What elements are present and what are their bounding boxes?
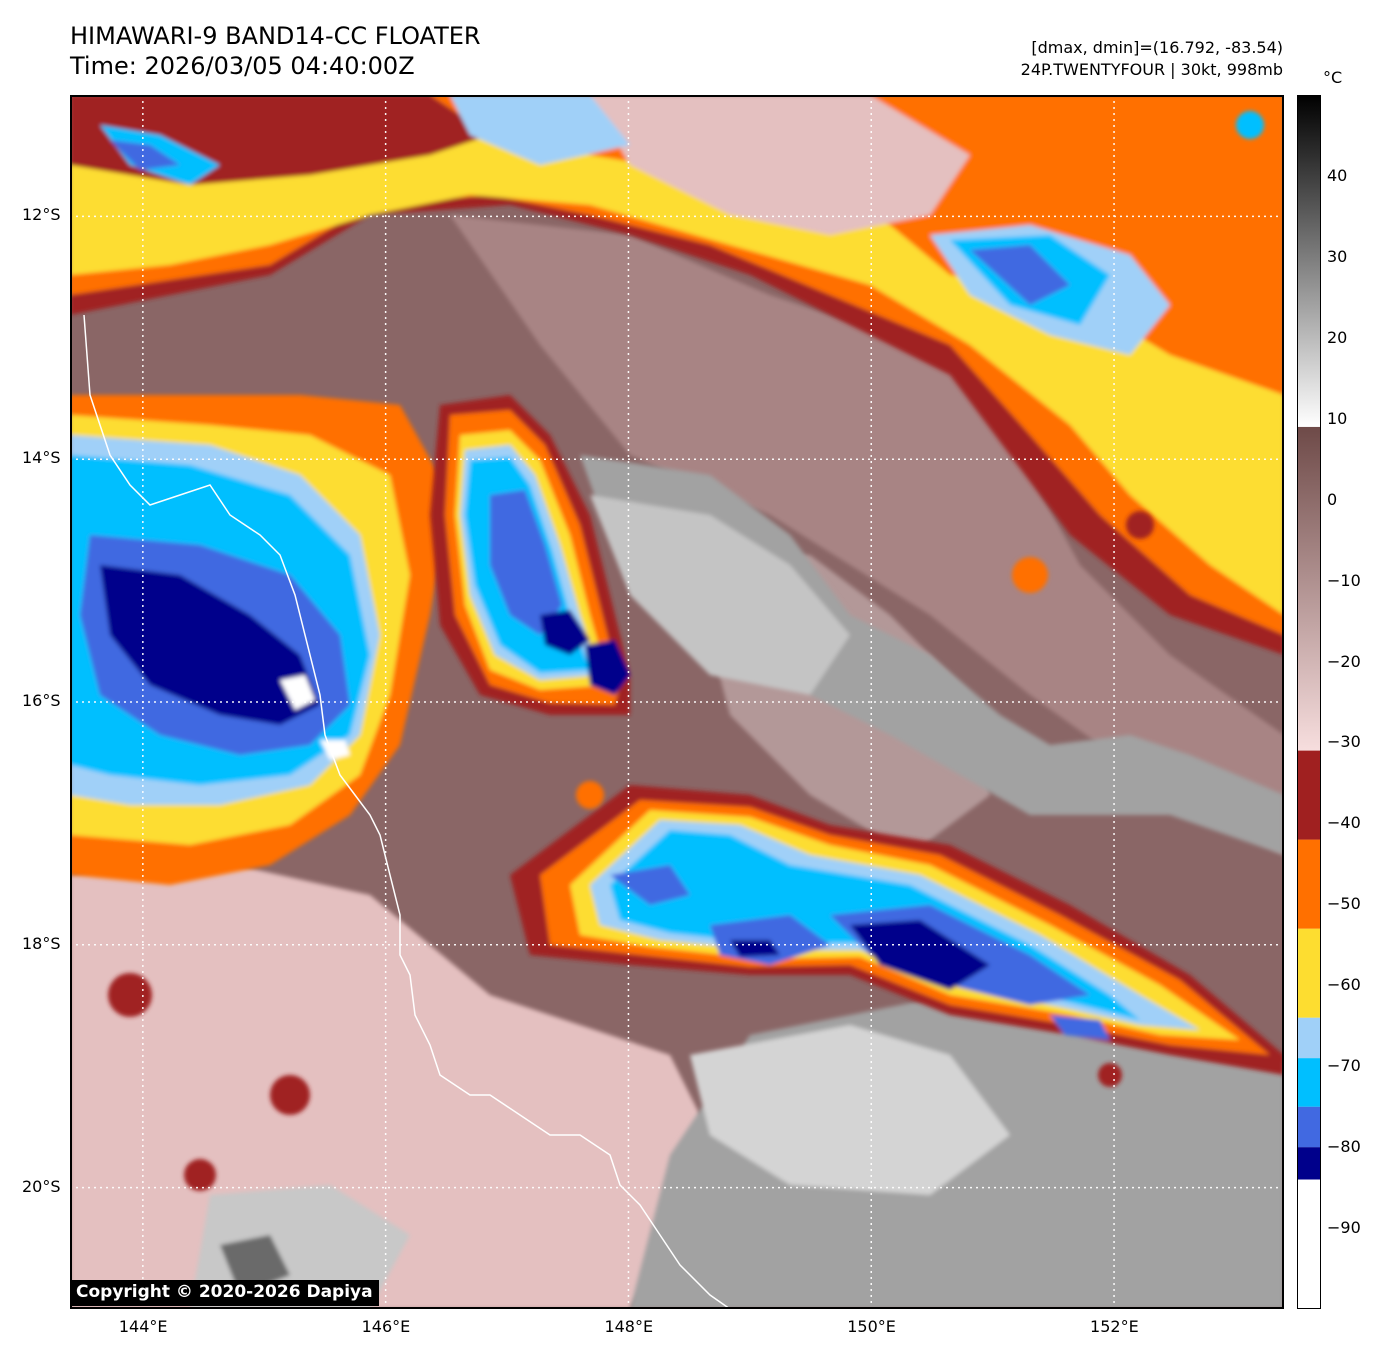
graticule xyxy=(70,95,1284,1309)
colorbar-tick-label: 30 xyxy=(1327,246,1348,266)
map-title: HIMAWARI-9 BAND14-CC FLOATER xyxy=(70,22,481,50)
longitude-tick-label: 152°E xyxy=(1090,1317,1139,1336)
colorbar-tick-label: −70 xyxy=(1327,1056,1361,1076)
colorbar-tick-label: 10 xyxy=(1327,408,1348,428)
longitude-tick-label: 148°E xyxy=(604,1317,654,1336)
latitude-tick-label: 20°S xyxy=(22,1176,61,1196)
longitude-tick-label: 150°E xyxy=(847,1317,896,1336)
colorbar-unit: °C xyxy=(1323,68,1343,87)
satellite-imagery xyxy=(70,95,1284,1309)
northern-cloud-band xyxy=(70,95,1284,655)
colorbar-band xyxy=(1297,1106,1321,1148)
colorbar-band xyxy=(1297,95,1321,427)
map-frame xyxy=(70,95,1284,1309)
colorbar-tick-label: −90 xyxy=(1327,1218,1361,1238)
colorbar-band xyxy=(1297,426,1321,751)
colorbar-band xyxy=(1297,928,1321,1018)
satellite-map xyxy=(70,95,1284,1309)
colorbar-band xyxy=(1297,1179,1321,1309)
storm-info-text: 24P.TWENTYFOUR | 30kt, 998mb xyxy=(1020,60,1283,79)
scattered-cells xyxy=(108,111,1264,1191)
southern-convective-band xyxy=(510,785,1284,1075)
latitude-tick-label: 18°S xyxy=(22,933,61,953)
central-convective-cell xyxy=(430,395,630,715)
longitude-tick-label: 146°E xyxy=(361,1317,411,1336)
latitude-tick-label: 14°S xyxy=(22,448,61,468)
colorbar-tick-label: 20 xyxy=(1327,327,1348,347)
longitude-tick-label: 144°E xyxy=(118,1317,168,1336)
colorbar-tick-label: −10 xyxy=(1327,570,1361,590)
colorbar-band xyxy=(1297,1058,1321,1107)
western-convective-cluster xyxy=(70,395,450,885)
colorbar xyxy=(1297,95,1321,1309)
copyright-label: Copyright © 2020-2026 Dapiya xyxy=(70,1280,379,1306)
colorbar-frame xyxy=(1297,95,1321,1309)
colorbar-band xyxy=(1297,1017,1321,1059)
coastline xyxy=(83,314,731,1309)
colorbar-tick-label: −50 xyxy=(1327,894,1361,914)
colorbar-band xyxy=(1297,750,1321,840)
colorbar-tick-label: 40 xyxy=(1327,165,1348,185)
colorbar-tick-label: −80 xyxy=(1327,1137,1361,1157)
latitude-tick-label: 12°S xyxy=(22,205,61,225)
temperature-range-text: [dmax, dmin]=(16.792, -83.54) xyxy=(1031,38,1283,57)
colorbar-tick-label: −20 xyxy=(1327,651,1361,671)
colorbar-tick-label: −40 xyxy=(1327,813,1361,833)
latitude-tick-label: 16°S xyxy=(22,691,61,710)
colorbar-band xyxy=(1297,839,1321,929)
colorbar-band xyxy=(1297,1147,1321,1180)
colorbar-tick-label: −30 xyxy=(1327,732,1361,752)
colorbar-tick-label: 0 xyxy=(1327,489,1338,509)
colorbar-tick-label: −60 xyxy=(1327,975,1361,995)
map-timestamp: Time: 2026/03/05 04:40:00Z xyxy=(70,52,415,80)
